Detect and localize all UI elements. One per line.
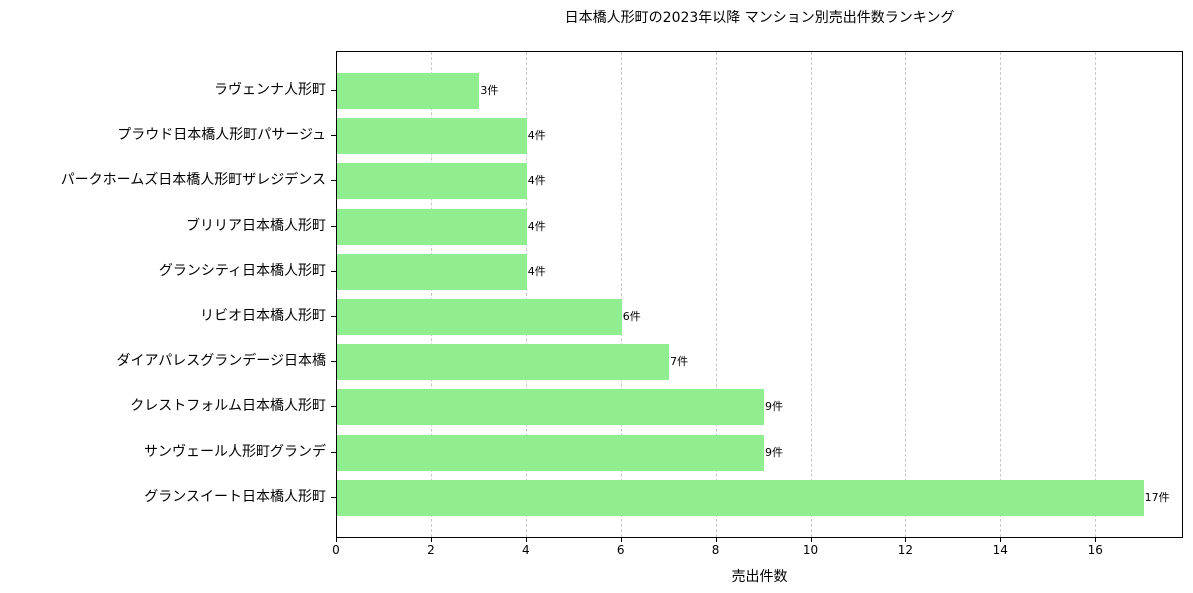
y-tick-mark (331, 316, 336, 317)
bar (337, 434, 765, 471)
x-tick-mark (620, 538, 622, 542)
x-tick-label: 4 (521, 543, 530, 557)
x-tick-label: 2 (427, 543, 435, 557)
bar (337, 73, 480, 109)
gridline (810, 52, 812, 537)
bar (337, 479, 1144, 516)
gridline (1000, 52, 1002, 537)
x-tick-label: 14 (992, 543, 1008, 557)
bar (337, 253, 527, 290)
y-tick-label: グランスイート日本橋人形町 (144, 488, 326, 505)
y-tick-label: グランシティ日本橋人形町 (158, 262, 326, 279)
bar-value-label: 3件 (480, 84, 499, 97)
y-tick-label: リビオ日本橋人形町 (200, 308, 326, 324)
y-tick-mark (331, 270, 336, 272)
x-tick-mark (430, 538, 432, 542)
x-tick-mark (810, 538, 812, 542)
x-axis-label: 売出件数 (731, 569, 788, 585)
gridline (525, 52, 527, 537)
bar-value-label: 17件 (1144, 490, 1170, 504)
y-tick-mark (331, 451, 336, 453)
x-tick-label: 16 (1087, 543, 1103, 557)
gridline (430, 52, 432, 537)
y-tick-mark (331, 496, 336, 498)
y-tick-mark (331, 406, 336, 408)
x-tick-mark (905, 538, 907, 542)
x-tick-mark (1000, 538, 1002, 542)
gridline (620, 52, 622, 537)
bar (337, 389, 765, 426)
bar-value-label: 4件 (527, 174, 546, 188)
x-tick-mark (715, 538, 717, 542)
y-tick-mark (331, 180, 336, 182)
y-tick-mark (331, 361, 336, 363)
bar-value-label: 4件 (527, 264, 546, 278)
bar-value-label: 7件 (670, 355, 689, 369)
x-tick-mark (336, 538, 337, 542)
gridline (715, 52, 717, 537)
bar-value-label: 4件 (527, 129, 546, 143)
bar (337, 299, 622, 335)
y-tick-label: ブリリア日本橋人形町 (186, 217, 326, 234)
x-tick-mark (525, 538, 527, 542)
x-tick-label: 8 (711, 543, 720, 557)
bar (337, 118, 527, 155)
bar-value-label: 9件 (765, 445, 784, 459)
y-tick-label: クレストフォルム日本橋人形町 (130, 398, 326, 415)
y-tick-mark (331, 225, 336, 227)
y-tick-mark (331, 135, 336, 137)
x-tick-label: 10 (802, 543, 819, 557)
plot-area: 3件 4件 4件 4件 4件 6件 7件 9件 9件 17件 (336, 51, 1183, 538)
chart-title: 日本橋人形町の2023年以降 マンション別売出件数ランキング (564, 10, 955, 26)
y-tick-mark (331, 90, 336, 91)
x-tick-label: 12 (897, 543, 914, 557)
bar-value-label: 4件 (527, 219, 546, 233)
x-tick-mark (1095, 538, 1097, 542)
y-tick-label: サンヴェール人形町グランデ (144, 443, 326, 460)
bar-value-label: 6件 (622, 310, 641, 323)
bar (337, 208, 527, 245)
gridline (905, 52, 907, 537)
y-tick-label: ダイアパレスグランデージ日本橋 (116, 353, 326, 370)
bar (337, 163, 527, 200)
y-tick-label: プラウド日本橋人形町パサージュ (117, 127, 326, 144)
bar-value-label: 9件 (765, 400, 784, 414)
y-tick-label: パークホームズ日本橋人形町ザレジデンス (60, 172, 326, 189)
y-tick-label: ラヴェンナ人形町 (214, 82, 326, 98)
x-tick-label: 6 (616, 543, 625, 557)
x-tick-label: 0 (332, 543, 340, 557)
bar (337, 344, 670, 381)
gridline (1095, 52, 1097, 537)
